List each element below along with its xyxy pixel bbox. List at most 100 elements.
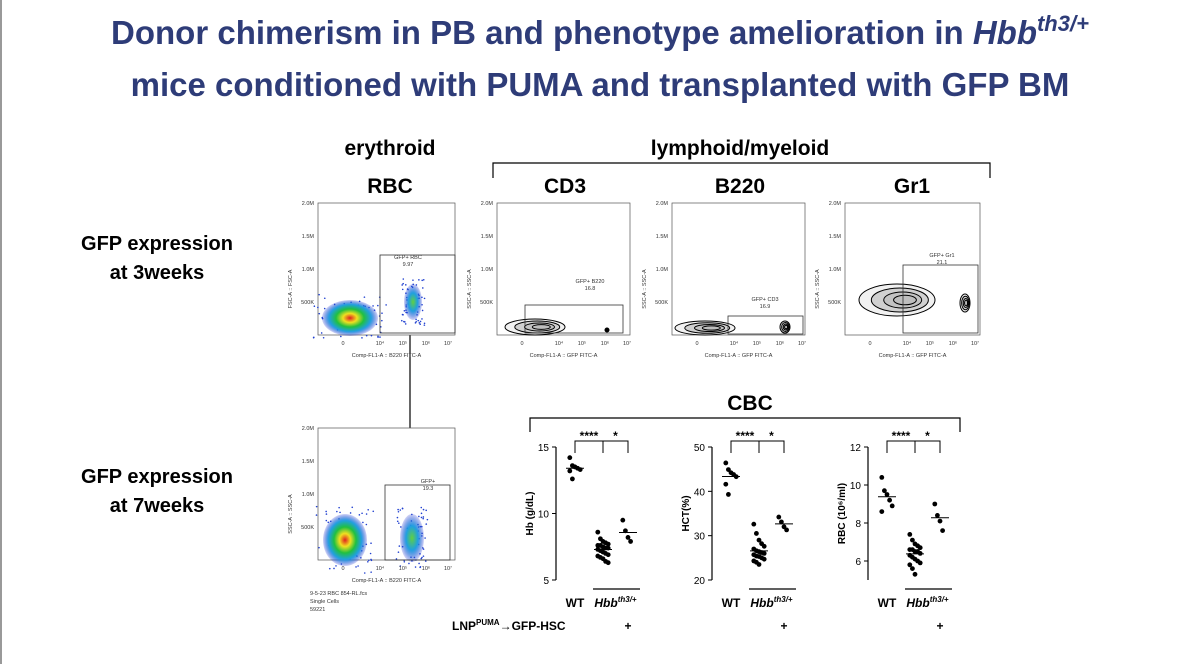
event-dot <box>363 296 366 298</box>
x-label: WT <box>722 596 741 610</box>
contour <box>531 324 551 330</box>
x-tick-label: 10⁴ <box>376 340 385 347</box>
y-tick-label: 10 <box>538 510 550 521</box>
y-tick-label: 500K <box>655 300 668 306</box>
event-dot <box>372 510 375 513</box>
event-dot <box>398 522 400 524</box>
gate-value: 21.1 <box>937 260 948 266</box>
column-header: RBC <box>367 175 413 198</box>
x-tick-label: 10⁵ <box>399 565 407 572</box>
group-label-text: Hbb <box>906 596 929 610</box>
data-point <box>726 492 731 497</box>
x-tick-label: 0 <box>868 341 871 347</box>
treatment-mark: + <box>780 619 787 633</box>
contour <box>784 324 789 330</box>
event-dot <box>381 319 383 322</box>
significance-label: **** <box>892 429 911 443</box>
row-label: GFP expression <box>81 233 233 255</box>
data-point <box>884 492 890 497</box>
data-point <box>595 529 601 535</box>
group-label-sup: th3/+ <box>618 595 637 604</box>
event-dot <box>363 572 366 574</box>
data-point <box>910 537 915 543</box>
header: lymphoid/myeloid <box>651 137 830 160</box>
contour <box>964 299 969 307</box>
event-dot <box>403 561 406 563</box>
significance-bracket <box>758 440 785 453</box>
density-blob <box>322 300 378 336</box>
data-point <box>625 535 631 540</box>
y-axis-label: HCT(%) <box>681 495 692 531</box>
group-label: Hbbth3/+ <box>906 595 949 610</box>
y-tick-label: 2.0M <box>302 201 315 207</box>
event-dot <box>420 516 423 519</box>
y-axis-label: Hb (g/dL) <box>525 492 536 536</box>
y-tick-label: 500K <box>480 300 493 306</box>
event-dot <box>420 506 423 509</box>
event-dot <box>351 506 354 509</box>
group-label-sup: th3/+ <box>930 595 949 604</box>
event-dot <box>361 337 363 339</box>
x-tick-label: 10⁷ <box>623 340 631 347</box>
group-label-text: Hbb <box>750 596 773 610</box>
event-dot <box>404 321 406 323</box>
y-tick-label: 1.0M <box>302 492 315 498</box>
significance-bracket <box>602 440 629 453</box>
event-dot <box>404 323 407 325</box>
x-tick-label: 10⁶ <box>601 340 609 347</box>
y-tick-label: 10 <box>850 481 862 492</box>
event-dot <box>340 335 342 338</box>
data-point <box>605 560 611 566</box>
y-tick-label: 1.5M <box>656 234 669 240</box>
event-dot <box>423 322 426 325</box>
event-dot <box>336 510 338 513</box>
file-info: Single Cells <box>310 599 339 605</box>
event-dot <box>349 512 352 514</box>
event-dot <box>396 520 399 523</box>
y-tick-label: 1.0M <box>481 267 494 273</box>
y-tick-label: 5 <box>543 576 549 587</box>
contour <box>893 294 917 306</box>
row-label: at 3weeks <box>110 262 205 284</box>
gate-name: GFP+ CD3 <box>751 297 778 303</box>
treatment-mark: + <box>624 619 631 633</box>
density-blob <box>323 514 367 566</box>
event-dot <box>395 558 398 560</box>
data-point <box>761 551 767 556</box>
x-tick-label: 10⁶ <box>422 340 430 347</box>
x-tick-label: 10⁴ <box>730 340 739 347</box>
event-dot <box>401 288 404 291</box>
data-point <box>567 468 573 474</box>
x-axis-label: Comp-FL1-A :: GFP FITC-A <box>705 353 773 359</box>
event-dot <box>369 552 372 555</box>
event-dot <box>315 505 318 508</box>
gate-name: GFP+ <box>421 479 436 485</box>
header: erythroid <box>344 137 435 160</box>
y-tick-label: 2.0M <box>829 201 842 207</box>
data-point <box>620 517 626 523</box>
event-dot <box>422 516 425 518</box>
event-dot <box>370 334 373 337</box>
data-point <box>605 552 611 558</box>
event-dot <box>372 305 374 307</box>
event-dot <box>370 542 372 545</box>
event-dot <box>402 282 404 285</box>
cbc-title: CBC <box>727 392 773 415</box>
x-label: WT <box>566 596 585 610</box>
event-dot <box>358 514 361 516</box>
file-info: 59221 <box>310 607 325 613</box>
data-point <box>937 518 943 524</box>
data-point <box>887 497 892 503</box>
event-dot <box>365 523 368 526</box>
event-dot <box>397 551 400 553</box>
row-label: at 7weeks <box>110 495 205 517</box>
event-dot <box>367 560 369 563</box>
event-dot <box>370 558 372 561</box>
treatment-sup: PUMA <box>476 618 500 627</box>
data-point <box>605 541 611 547</box>
event-dot <box>401 284 403 286</box>
event-dot <box>317 306 319 309</box>
data-point <box>761 543 767 549</box>
event-dot <box>408 562 410 565</box>
